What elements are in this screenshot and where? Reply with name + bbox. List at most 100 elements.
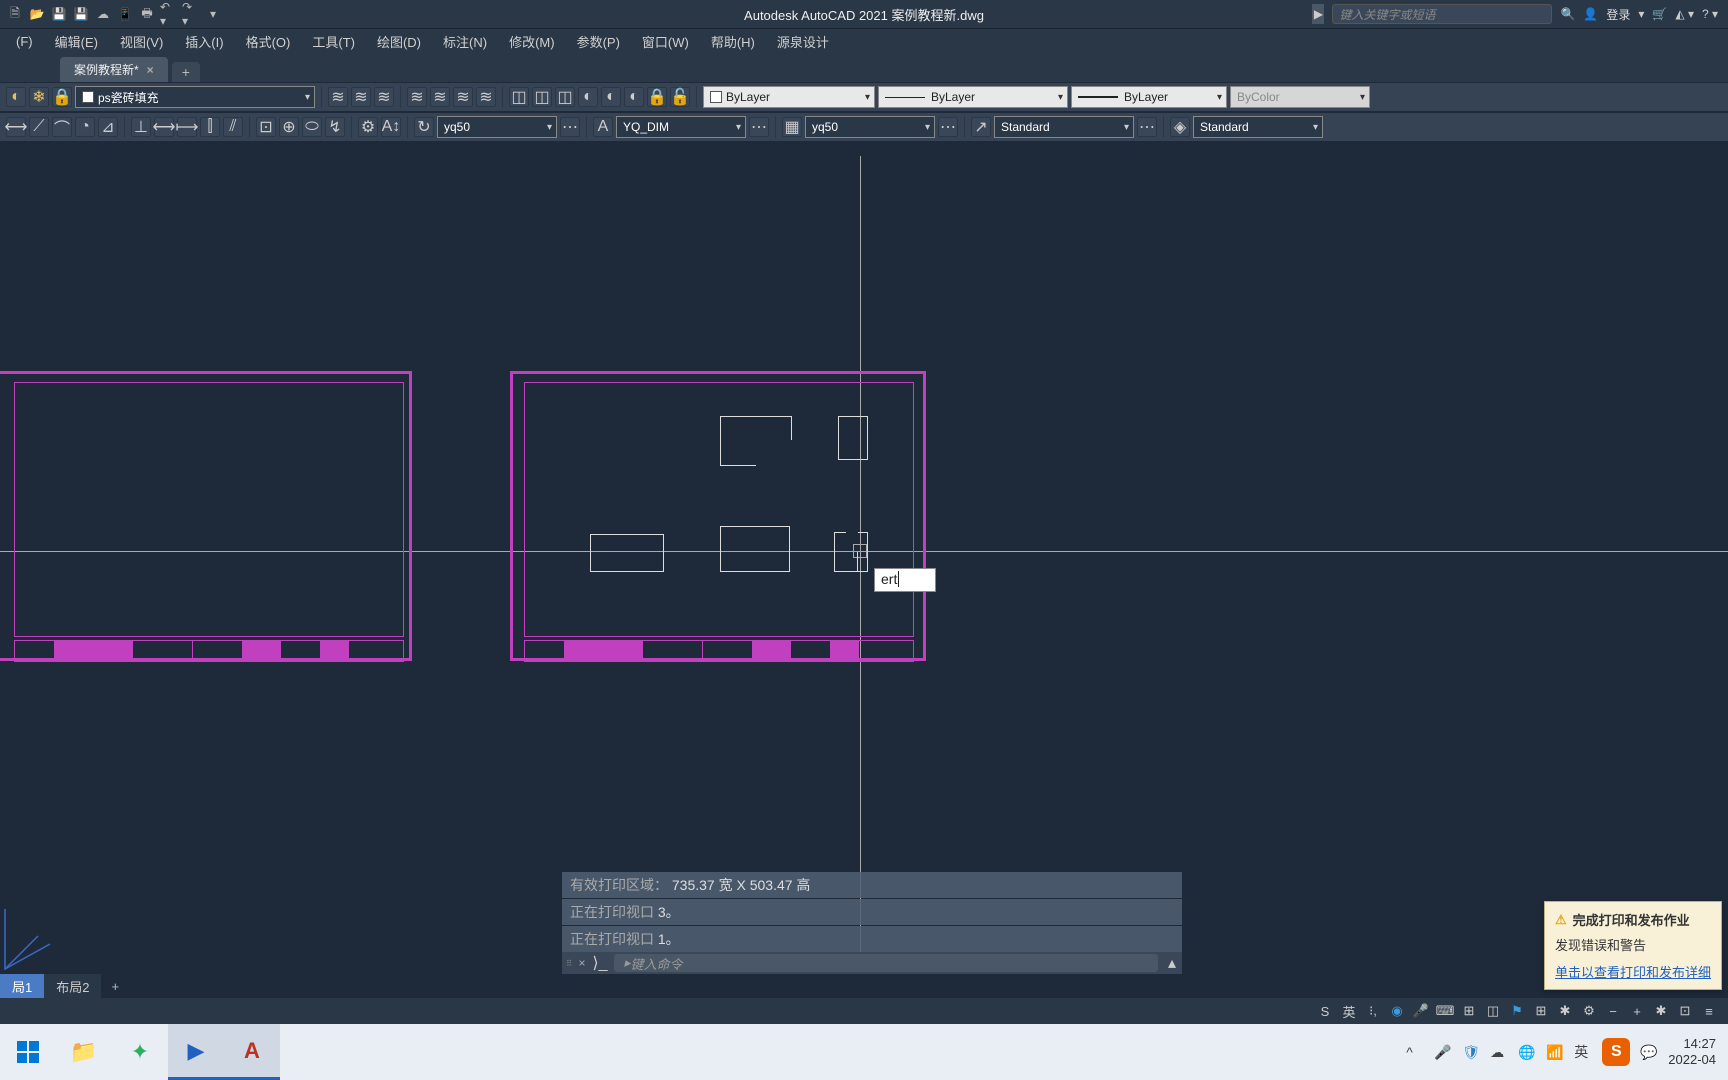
dim-inspect-icon[interactable]: ⬭ — [302, 117, 322, 137]
layer-btn-7-icon[interactable]: ≋ — [476, 87, 496, 107]
autodesk-icon[interactable]: ◭ ▾ — [1675, 7, 1694, 21]
table-style-icon[interactable]: ▦ — [782, 117, 802, 137]
dim-base-icon[interactable]: ⟷ — [154, 117, 174, 137]
tray-onedrive-icon[interactable]: ☁ — [1490, 1044, 1508, 1061]
notif-link[interactable]: 单击以查看打印和发布详细 — [1555, 962, 1711, 981]
dim-angle-icon[interactable]: ⊿ — [98, 117, 118, 137]
layer-dropdown[interactable]: ps瓷砖填充 — [75, 86, 315, 108]
menu-draw[interactable]: 绘图(D) — [367, 29, 431, 54]
tray-ime-lang[interactable]: 英 — [1574, 1042, 1592, 1062]
tab-active[interactable]: 案例教程新* × — [60, 57, 168, 82]
search-icon[interactable]: 🔍 — [1560, 7, 1575, 21]
dim-cont-icon[interactable]: ⟼ — [177, 117, 197, 137]
dim-ord-icon[interactable]: ⊥ — [131, 117, 151, 137]
lineweight-dropdown[interactable]: ByLayer — [1071, 86, 1227, 108]
tray-action-icon[interactable]: 💬 — [1640, 1044, 1658, 1061]
tray-net-icon[interactable]: 🌐 — [1518, 1044, 1536, 1061]
qat-more-icon[interactable]: ▾ — [204, 5, 222, 23]
dynamic-input[interactable]: ert — [874, 568, 936, 592]
std-style-icon[interactable]: ◈ — [1170, 117, 1190, 137]
layout-tab-1[interactable]: 局1 — [0, 974, 44, 999]
layer-btn-3-icon[interactable]: ≋ — [374, 87, 394, 107]
layer-off-icon[interactable]: ◐ — [6, 87, 26, 107]
layout-tab-add[interactable]: + — [101, 976, 129, 997]
sicon-13[interactable]: ✱ — [1652, 1002, 1670, 1020]
sicon-1[interactable]: ⁝, — [1364, 1002, 1382, 1020]
menu-format[interactable]: 格式(O) — [236, 29, 301, 54]
taskbar-app-1[interactable]: ✦ — [112, 1024, 168, 1080]
menu-modify[interactable]: 修改(M) — [499, 29, 565, 54]
sicon-4[interactable]: ⌨ — [1436, 1002, 1454, 1020]
sicon-15[interactable]: ≡ — [1700, 1002, 1718, 1020]
taskbar-start[interactable] — [0, 1024, 56, 1080]
qat-redo-icon[interactable]: ↷ ▾ — [182, 5, 200, 23]
command-line[interactable]: ⠿ × ⟩_ ▸ 键入命令 ▴ — [562, 952, 1182, 974]
qat-mobile-icon[interactable]: 📱 — [116, 5, 134, 23]
menu-dim[interactable]: 标注(N) — [433, 29, 497, 54]
help-icon[interactable]: ? ▾ — [1702, 7, 1718, 21]
qat-save-icon[interactable]: 💾 — [50, 5, 68, 23]
qat-cloud-icon[interactable]: ☁ — [94, 5, 112, 23]
notification-popup[interactable]: ⚠ 完成打印和发布作业 发现错误和警告 单击以查看打印和发布详细 — [1544, 901, 1722, 990]
layer-btn-14-icon[interactable]: 🔒 — [647, 87, 667, 107]
sicon-14[interactable]: ⊡ — [1676, 1002, 1694, 1020]
layer-btn-15-icon[interactable]: 🔓 — [670, 87, 690, 107]
menu-yq[interactable]: 源泉设计 — [767, 29, 839, 54]
dim-arc-icon[interactable]: ⌒ — [52, 117, 72, 137]
tray-ime-icon[interactable]: S — [1602, 1038, 1630, 1066]
mleaderstyle-dropdown[interactable]: Standard — [994, 116, 1134, 138]
taskbar-app-2[interactable]: ▶ — [168, 1024, 224, 1080]
qat-saveas-icon[interactable]: 💾 — [72, 5, 90, 23]
layer-lock-icon[interactable]: 🔒 — [52, 87, 72, 107]
dim-radius-icon[interactable]: ◔ — [75, 117, 95, 137]
tray-shield-icon[interactable]: 🛡 — [1462, 1044, 1480, 1061]
qat-new-icon[interactable]: 🗎 — [6, 5, 24, 23]
menu-edit[interactable]: 编辑(E) — [45, 29, 108, 54]
drawing-canvas[interactable]: ert 有效打印区域： 735.37 宽 X 503.47 高 正在打印视口 3… — [0, 156, 1728, 974]
tbl-btn-icon[interactable]: ⋯ — [938, 117, 958, 137]
tray-mic-icon[interactable]: 🎤 — [1434, 1044, 1452, 1061]
ml-btn-icon[interactable]: ⋯ — [1137, 117, 1157, 137]
layer-btn-10-icon[interactable]: ◫ — [555, 87, 575, 107]
layer-btn-6-icon[interactable]: ≋ — [453, 87, 473, 107]
sicon-11[interactable]: − — [1604, 1002, 1622, 1020]
cmdline-close-icon[interactable]: × — [574, 956, 590, 970]
dim-style-icon[interactable]: ⋯ — [560, 117, 580, 137]
sicon-6[interactable]: ◫ — [1484, 1002, 1502, 1020]
layer-freeze-icon[interactable]: ❄ — [29, 87, 49, 107]
dim-tedit-icon[interactable]: A↕ — [381, 117, 401, 137]
tab-close-icon[interactable]: × — [147, 63, 154, 77]
user-icon[interactable]: 👤 — [1583, 7, 1598, 21]
menu-tools[interactable]: 工具(T) — [302, 29, 365, 54]
qat-print-icon[interactable]: 🖶 — [138, 5, 156, 23]
cmdline-expand-icon[interactable]: ▴ — [1162, 953, 1182, 973]
dim-space-icon[interactable]: ⫿ — [200, 117, 220, 137]
sicon-3[interactable]: 🎤 — [1412, 1002, 1430, 1020]
textstyle-dropdown[interactable]: YQ_DIM — [616, 116, 746, 138]
menu-insert[interactable]: 插入(I) — [175, 29, 233, 54]
linetype-dropdown[interactable]: ByLayer — [878, 86, 1068, 108]
dim-break-icon[interactable]: ⫽ — [223, 117, 243, 137]
layer-btn-5-icon[interactable]: ≋ — [430, 87, 450, 107]
layer-btn-4-icon[interactable]: ≋ — [407, 87, 427, 107]
sicon-7[interactable]: ⚑ — [1508, 1002, 1526, 1020]
taskbar-clock[interactable]: 14:27 2022-04 — [1668, 1036, 1716, 1067]
layer-btn-9-icon[interactable]: ◫ — [532, 87, 552, 107]
layer-btn-11-icon[interactable]: ◐ — [578, 87, 598, 107]
sicon-ime[interactable]: 英 — [1340, 1002, 1358, 1020]
tray-wifi-icon[interactable]: 📶 — [1546, 1044, 1564, 1061]
qat-open-icon[interactable]: 📂 — [28, 5, 46, 23]
sicon-2[interactable]: ◉ — [1388, 1002, 1406, 1020]
sicon-5[interactable]: ⊞ — [1460, 1002, 1478, 1020]
menu-param[interactable]: 参数(P) — [567, 29, 630, 54]
cart-icon[interactable]: 🛒 — [1652, 7, 1667, 21]
dim-center-icon[interactable]: ⊕ — [279, 117, 299, 137]
plotstyle-dropdown[interactable]: ByColor — [1230, 86, 1370, 108]
taskbar-autocad[interactable]: A — [224, 1024, 280, 1080]
dim-update-icon[interactable]: ↻ — [414, 117, 434, 137]
dim-jog-icon[interactable]: ↯ — [325, 117, 345, 137]
std-dropdown[interactable]: Standard — [1193, 116, 1323, 138]
sicon-8[interactable]: ⊞ — [1532, 1002, 1550, 1020]
taskbar-explorer[interactable]: 📁 — [56, 1024, 112, 1080]
menu-window[interactable]: 窗口(W) — [632, 29, 699, 54]
